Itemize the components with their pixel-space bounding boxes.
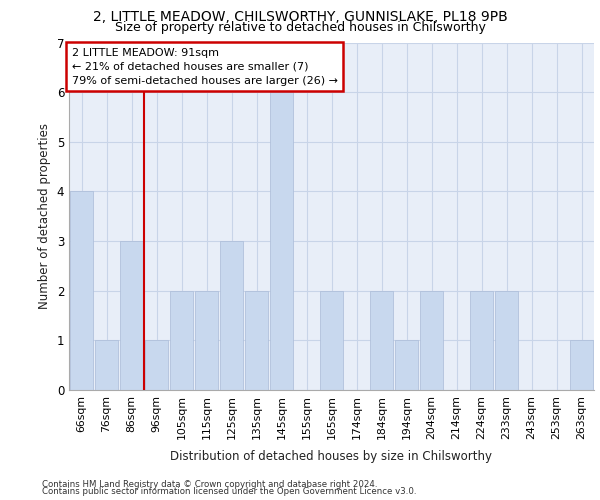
Text: Contains HM Land Registry data © Crown copyright and database right 2024.: Contains HM Land Registry data © Crown c… <box>42 480 377 489</box>
Text: 2 LITTLE MEADOW: 91sqm
← 21% of detached houses are smaller (7)
79% of semi-deta: 2 LITTLE MEADOW: 91sqm ← 21% of detached… <box>71 48 338 86</box>
Bar <box>70 192 93 390</box>
Bar <box>270 92 293 390</box>
Bar <box>570 340 593 390</box>
Text: Size of property relative to detached houses in Chilsworthy: Size of property relative to detached ho… <box>115 21 485 34</box>
Text: Contains public sector information licensed under the Open Government Licence v3: Contains public sector information licen… <box>42 487 416 496</box>
Bar <box>170 290 193 390</box>
Bar <box>95 340 118 390</box>
Bar <box>420 290 443 390</box>
X-axis label: Distribution of detached houses by size in Chilsworthy: Distribution of detached houses by size … <box>170 450 493 463</box>
Bar <box>195 290 218 390</box>
Bar <box>220 241 243 390</box>
Bar <box>470 290 493 390</box>
Bar <box>145 340 168 390</box>
Bar <box>320 290 343 390</box>
Y-axis label: Number of detached properties: Number of detached properties <box>38 123 51 309</box>
Bar <box>120 241 143 390</box>
Text: 2, LITTLE MEADOW, CHILSWORTHY, GUNNISLAKE, PL18 9PB: 2, LITTLE MEADOW, CHILSWORTHY, GUNNISLAK… <box>92 10 508 24</box>
Bar <box>495 290 518 390</box>
Bar <box>245 290 268 390</box>
Bar <box>395 340 418 390</box>
Bar <box>370 290 393 390</box>
